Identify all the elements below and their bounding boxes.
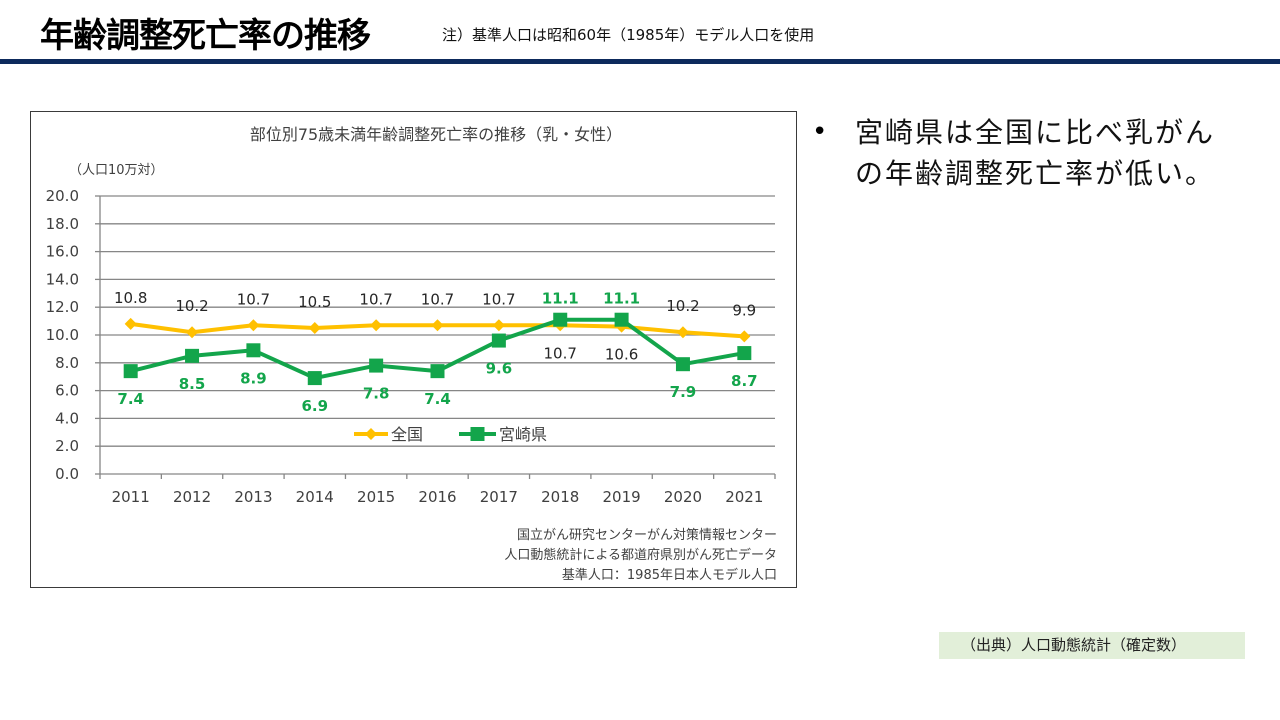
x-tick-label: 2021 [725, 488, 763, 506]
data-label: 7.9 [670, 383, 697, 401]
data-point-diamond [124, 317, 137, 330]
data-label: 9.9 [732, 301, 756, 319]
data-label: 10.8 [114, 289, 147, 307]
data-label: 9.6 [486, 360, 513, 378]
data-label: 10.7 [544, 344, 577, 362]
source-note-line: 人口動態統計による都道府県別がん死亡データ [504, 547, 777, 563]
x-tick-label: 2012 [173, 488, 211, 506]
data-point-square [491, 333, 506, 348]
legend-label: 宮崎県 [499, 425, 547, 444]
y-tick-label: 6.0 [55, 382, 79, 400]
data-label: 10.7 [237, 290, 270, 308]
data-point-square [369, 358, 384, 373]
x-tick-label: 2013 [234, 488, 272, 506]
data-point-diamond [676, 326, 689, 339]
header-divider [0, 59, 1280, 64]
data-label: 7.4 [117, 390, 144, 408]
line-chart: 部位別75歳未満年齢調整死亡率の推移（乳・女性） （人口10万対） 0.0 2.0… [46, 125, 777, 583]
data-label: 7.4 [424, 390, 451, 408]
x-tick-label: 2018 [541, 488, 579, 506]
data-label: 8.5 [179, 375, 206, 393]
data-label: 10.7 [359, 290, 392, 308]
y-tick-label: 10.0 [46, 326, 79, 344]
grid-layer: 0.0 2.0 4.0 6.0 8.0 10.0 12.0 14.0 16.0 18.0 20.0 2… [46, 187, 776, 506]
y-tick-label: 0.0 [55, 465, 79, 483]
data-label: 11.1 [542, 290, 579, 308]
x-tick-label: 2020 [664, 488, 702, 506]
bullet-text: 宮崎県は全国に比べ乳がんの年齢調整死亡率が低い。 [855, 116, 1216, 190]
bullet-item: • 宮崎県は全国に比べ乳がんの年齢調整死亡率が低い。 [812, 112, 1252, 194]
bullet-list: • 宮崎県は全国に比べ乳がんの年齢調整死亡率が低い。 [812, 112, 1252, 194]
data-point-square [123, 364, 138, 379]
chart-source-notes: 国立がん研究センターがん対策情報センター人口動態統計による都道府県別がん死亡デー… [504, 527, 777, 583]
chart-container: 部位別75歳未満年齢調整死亡率の推移（乳・女性） （人口10万対） 0.0 2.0… [30, 111, 797, 588]
x-tick-label: 2017 [480, 488, 518, 506]
data-point-square [614, 312, 629, 327]
x-tick-label: 2016 [418, 488, 456, 506]
y-tick-label: 2.0 [55, 437, 79, 455]
data-label: 8.9 [240, 369, 267, 387]
y-axis-unit-label: （人口10万対） [69, 163, 164, 178]
data-label: 11.1 [603, 290, 640, 308]
series-layer [123, 312, 752, 386]
legend-label: 全国 [391, 425, 423, 444]
y-tick-label: 12.0 [46, 298, 79, 316]
data-label: 7.8 [363, 385, 390, 403]
data-label: 10.7 [482, 290, 515, 308]
source-note-line: 基準人口：1985年日本人モデル人口 [562, 567, 777, 583]
source-citation: （出典）人口動態統計（確定数） [939, 632, 1245, 659]
x-tick-label: 2015 [357, 488, 395, 506]
data-point-diamond [431, 319, 444, 332]
data-point-square [553, 312, 568, 327]
x-tick-label: 2014 [296, 488, 334, 506]
x-tick-label: 2011 [112, 488, 150, 506]
data-label: 10.2 [175, 297, 208, 315]
data-label: 10.6 [605, 346, 638, 364]
y-tick-label: 20.0 [46, 187, 79, 205]
y-tick-label: 14.0 [46, 270, 79, 288]
y-tick-label: 18.0 [46, 215, 79, 233]
data-point-diamond [738, 330, 751, 343]
data-point-diamond [370, 319, 383, 332]
data-point-square [246, 343, 261, 358]
data-point-square [675, 357, 690, 372]
data-point-diamond [247, 319, 260, 332]
source-note-line: 国立がん研究センターがん対策情報センター [517, 527, 777, 543]
data-point-square [737, 346, 752, 361]
data-label: 6.9 [301, 397, 328, 415]
chart-title: 部位別75歳未満年齢調整死亡率の推移（乳・女性） [250, 125, 622, 144]
data-point-diamond [308, 322, 321, 335]
legend-diamond-icon [365, 428, 377, 440]
y-tick-label: 16.0 [46, 243, 79, 261]
legend: 全国 宮崎県 [354, 425, 547, 444]
header-note: 注）基準人口は昭和60年（1985年）モデル人口を使用 [442, 26, 815, 44]
data-label: 10.7 [421, 290, 454, 308]
data-label-layer: 10.8 10.2 10.7 10.5 10.7 10.7 10.7 10.7 10.6 10.2… [114, 289, 758, 415]
x-tick-label: 2019 [602, 488, 640, 506]
page-title: 年齢調整死亡率の推移 [40, 16, 371, 56]
y-tick-label: 4.0 [55, 409, 79, 427]
y-tick-label: 8.0 [55, 354, 79, 372]
legend-square-icon [470, 427, 485, 441]
data-label: 10.5 [298, 293, 331, 311]
data-point-square [430, 364, 445, 379]
data-label: 10.2 [666, 297, 699, 315]
bullet-marker: • [812, 117, 828, 147]
data-point-square [185, 348, 200, 363]
data-point-diamond [186, 326, 199, 339]
data-label: 8.7 [731, 372, 758, 390]
data-point-diamond [492, 319, 505, 332]
data-point-square [307, 371, 322, 386]
